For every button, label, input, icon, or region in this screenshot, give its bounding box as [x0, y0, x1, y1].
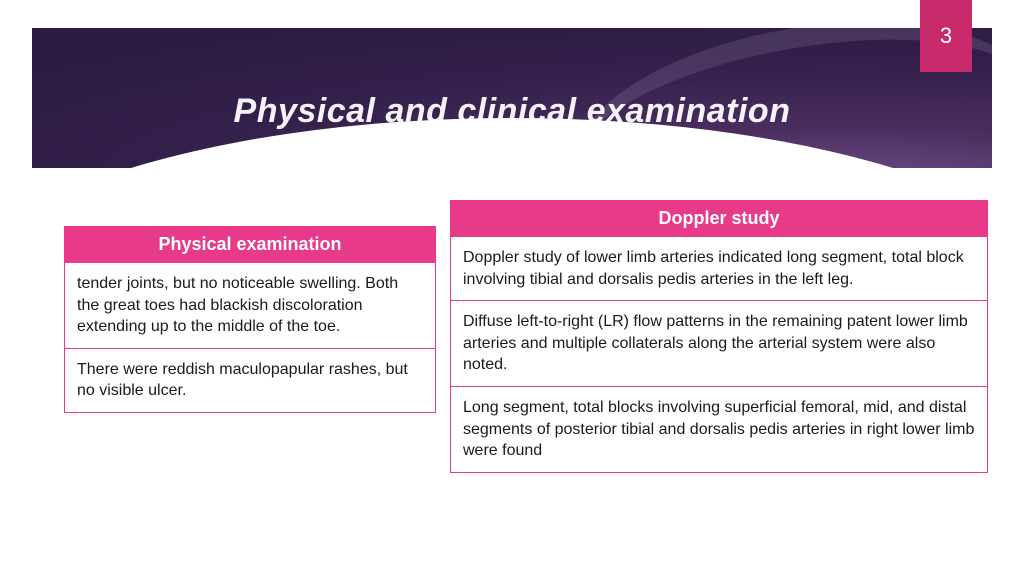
page-number-tab: 3	[920, 0, 972, 72]
right-column: Doppler study Doppler study of lower lim…	[450, 200, 988, 473]
table-header: Doppler study	[451, 201, 987, 236]
table-row: tender joints, but no noticeable swellin…	[65, 262, 435, 348]
table-row: Long segment, total blocks involving sup…	[451, 386, 987, 472]
table-row: Diffuse left-to-right (LR) flow patterns…	[451, 300, 987, 386]
left-column: Physical examination tender joints, but …	[64, 226, 436, 413]
page-number: 3	[940, 23, 952, 49]
slide-title: Physical and clinical examination	[32, 92, 992, 131]
doppler-study-table: Doppler study Doppler study of lower lim…	[450, 200, 988, 473]
table-row: There were reddish maculopapular rashes,…	[65, 348, 435, 412]
table-header: Physical examination	[65, 227, 435, 262]
content-area: Physical examination tender joints, but …	[64, 200, 988, 473]
physical-exam-table: Physical examination tender joints, but …	[64, 226, 436, 413]
title-banner: Physical and clinical examination	[32, 28, 992, 168]
table-row: Doppler study of lower limb arteries ind…	[451, 236, 987, 300]
